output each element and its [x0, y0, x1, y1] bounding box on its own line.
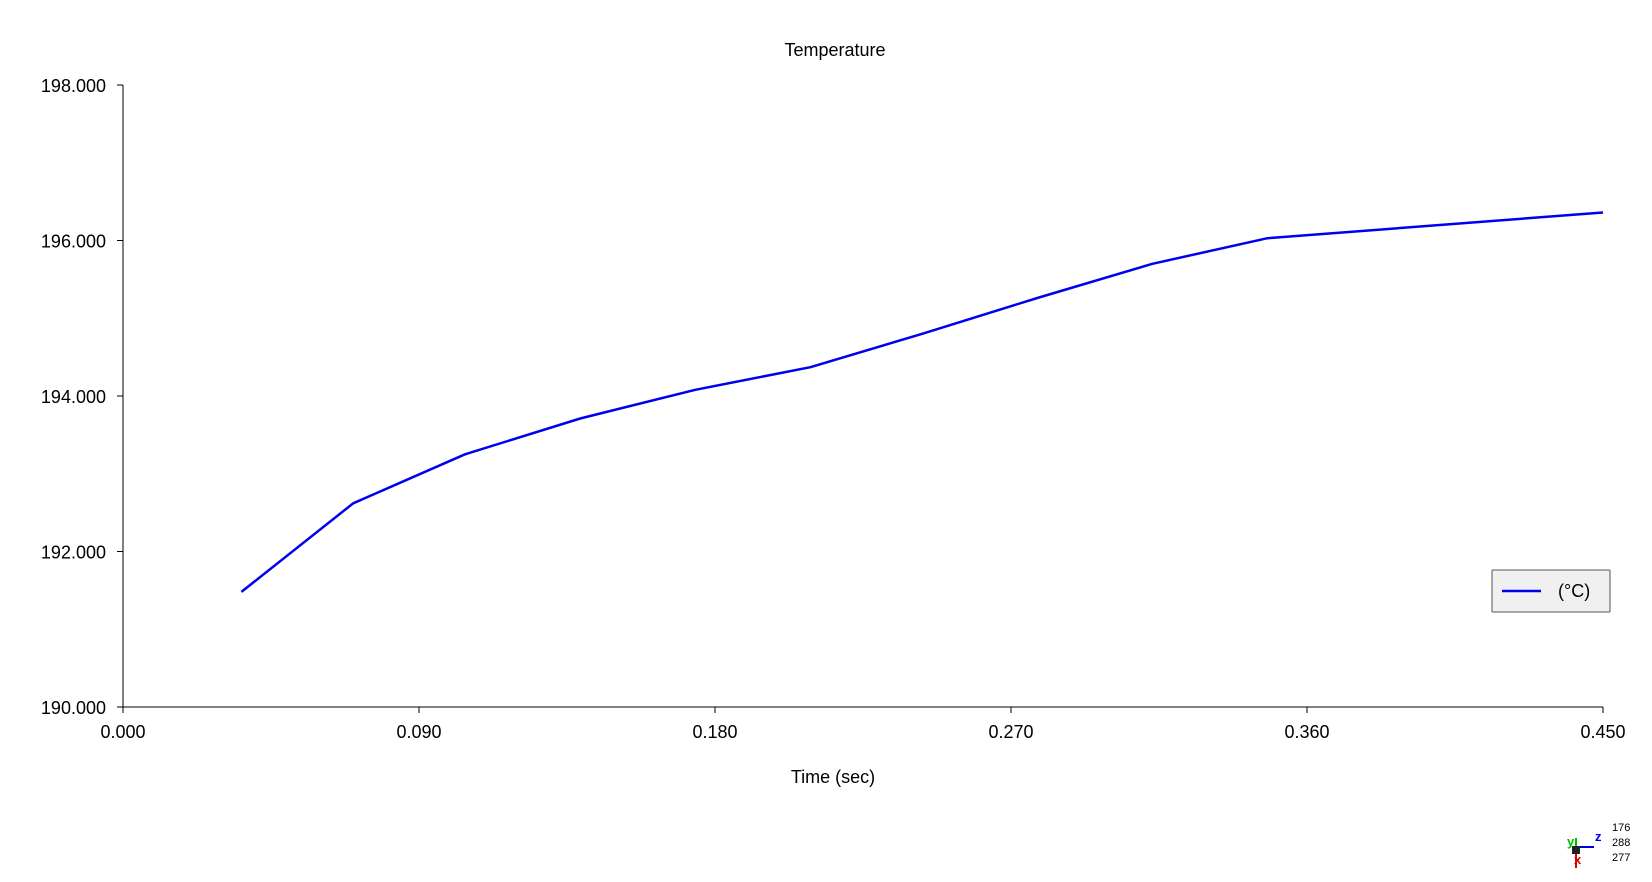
- x-axis-title: Time (sec): [791, 767, 875, 787]
- x-tick-label: 0.000: [100, 722, 145, 742]
- chart-title: Temperature: [784, 40, 885, 60]
- x-tick-label: 0.360: [1284, 722, 1329, 742]
- y-tick-label: 192.000: [41, 543, 106, 563]
- x-tick-label: 0.450: [1580, 722, 1625, 742]
- triad-readout-1: 176: [1612, 822, 1630, 834]
- triad-origin-cube: [1572, 846, 1580, 854]
- y-tick-label: 194.000: [41, 387, 106, 407]
- x-tick-label: 0.270: [988, 722, 1033, 742]
- series-layer: [240, 211, 1604, 593]
- x-tick-label: 0.180: [692, 722, 737, 742]
- y-tick-label: 190.000: [41, 698, 106, 718]
- triad-y-label: y: [1567, 834, 1575, 849]
- triad-readout-3: 277: [1612, 852, 1630, 864]
- legend-series-label: (°C): [1558, 581, 1590, 601]
- series-line-0[interactable]: [240, 211, 1604, 593]
- y-tick-label: 198.000: [41, 76, 106, 96]
- triad-x-label: x: [1574, 852, 1582, 867]
- x-axis-ticks: 0.000 0.090 0.180 0.270 0.360 0.450: [100, 707, 1626, 742]
- triad-readout-2: 288: [1612, 837, 1630, 849]
- y-tick-label: 196.000: [41, 232, 106, 252]
- legend[interactable]: (°C): [1491, 569, 1611, 613]
- legend-box: [1491, 569, 1611, 613]
- triad-z-label: z: [1595, 829, 1602, 844]
- y-axis-ticks: 190.000 192.000 194.000 196.000 198.000: [41, 76, 123, 718]
- orientation-triad-icon[interactable]: y z x 176 288 277: [1567, 822, 1630, 868]
- x-tick-label: 0.090: [396, 722, 441, 742]
